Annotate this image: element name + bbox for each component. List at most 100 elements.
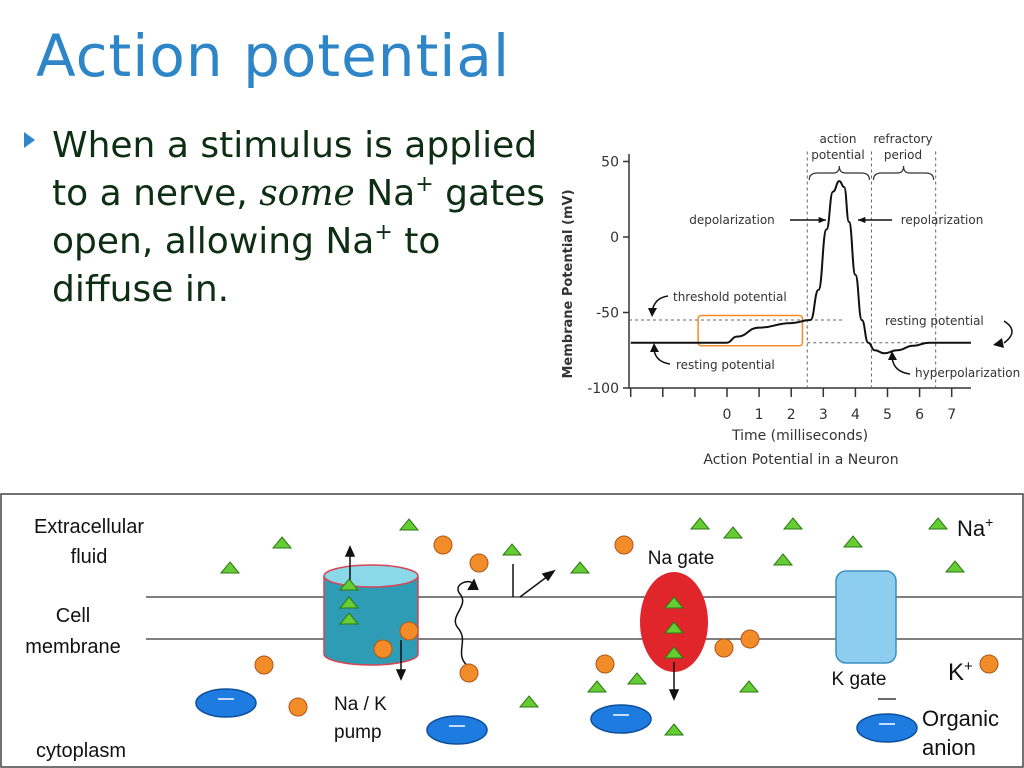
annotation-refractory-2: period	[884, 148, 922, 162]
chart-title: Action Potential in a Neuron	[703, 452, 898, 468]
k-ion-circle	[399, 621, 419, 641]
x-tick-label: 5	[883, 407, 892, 423]
k-ion-circle	[614, 535, 634, 555]
x-tick-label: 0	[723, 407, 732, 423]
na-ion-triangle	[398, 518, 420, 531]
pump-arrow-up	[344, 545, 356, 586]
pump-arrow-down	[395, 640, 407, 681]
stimulus-arrow	[454, 564, 556, 669]
na-ion-triangle	[689, 517, 711, 530]
hyperpolarization-arrow	[891, 357, 911, 375]
hyperpolarization-arrowhead	[888, 351, 897, 360]
annotation-resting-left: resting potential	[676, 358, 775, 372]
na-ion-triangle	[518, 695, 540, 708]
refractory-brace	[872, 165, 935, 181]
bullet-part2: gates open, allowing Na	[52, 173, 546, 262]
diagram-frame	[0, 493, 1024, 768]
na-gate-arrow-down	[668, 662, 680, 701]
na-ion-triangle	[738, 680, 760, 693]
y-tick-label: 50	[601, 155, 619, 171]
bullet-sup2: +	[374, 220, 393, 245]
na-ion-triangle	[663, 596, 685, 609]
label-pump-2: pump	[334, 722, 382, 743]
annotation-depolarization: depolarization	[689, 213, 775, 227]
k-ion-circle	[979, 654, 999, 674]
label-na-gate: Na gate	[648, 548, 715, 569]
na-ion-triangle	[271, 536, 293, 549]
na-ion-triangle	[944, 560, 966, 573]
membrane-potential-line	[630, 180, 971, 355]
threshold-arrow	[651, 295, 669, 313]
resting-left-arrow	[653, 349, 671, 365]
bullet-marker-icon	[24, 132, 35, 148]
k-ion-circle	[469, 553, 489, 573]
resting-right-arrow	[1003, 320, 1013, 344]
annotation-repolarization: repolarization	[901, 213, 984, 227]
k-ion-circle	[254, 655, 274, 675]
na-ion-triangle	[663, 621, 685, 634]
label-pump-1: Na / K	[334, 694, 387, 715]
na-k-pump	[323, 564, 419, 666]
action-potential-brace	[808, 165, 871, 181]
label-organic-1: Organic	[922, 706, 999, 731]
na-ion-triangle	[663, 646, 685, 659]
x-axis-label: Time (milliseconds)	[731, 428, 868, 444]
bullet-text: When a stimulus is applied to a nerve, s…	[52, 122, 552, 314]
x-tick-label: 1	[755, 407, 764, 423]
k-ion-circle	[433, 535, 453, 555]
x-tick-label: 3	[819, 407, 828, 423]
organic-anion	[195, 688, 257, 718]
annotation-action-potential-2: potential	[811, 148, 864, 162]
k-ion-circle	[288, 697, 308, 717]
bullet-emphasis: some	[259, 173, 355, 214]
organic-anion	[856, 713, 918, 743]
threshold-highlight-box	[697, 314, 804, 347]
na-ion-triangle	[569, 561, 591, 574]
na-ion-triangle	[501, 543, 523, 556]
label-extracellular-1: Extracellular	[34, 516, 144, 538]
na-ion-triangle	[626, 672, 648, 685]
label-k-gate: K gate	[832, 669, 887, 690]
annotation-hyperpolarization: hyperpolarization	[915, 366, 1020, 380]
k-ion-circle	[373, 639, 393, 659]
bullet-na1: Na	[354, 173, 416, 214]
na-ion-triangle	[338, 578, 360, 591]
na-ion-triangle	[338, 596, 360, 609]
na-ion-triangle	[927, 517, 949, 530]
k-ion-circle	[595, 654, 615, 674]
annotation-resting-right: resting potential	[885, 314, 984, 328]
x-tick-label: 6	[915, 407, 924, 423]
y-tick-label: 0	[610, 230, 619, 246]
na-ion-triangle	[663, 723, 685, 736]
y-axis-label: Membrane Potential (mV)	[561, 189, 576, 378]
na-gate	[640, 572, 708, 672]
annotation-action-potential-1: action	[820, 132, 857, 146]
na-ion-triangle	[842, 535, 864, 548]
annotation-refractory-1: refractory	[873, 132, 932, 146]
x-tick-label: 2	[787, 407, 796, 423]
bullet-part3: to diffuse in.	[52, 221, 441, 310]
legend-na-label: Na+	[957, 514, 993, 541]
organic-anion	[590, 704, 652, 734]
legend-k-label: K+	[948, 658, 973, 686]
k-gate	[835, 570, 897, 664]
na-ion-triangle	[338, 612, 360, 625]
label-organic-2: anion	[922, 735, 976, 760]
label-extracellular-2: fluid	[71, 546, 108, 568]
y-tick-label: -100	[587, 381, 619, 397]
k-ion-circle	[714, 638, 734, 658]
na-ion-triangle	[586, 680, 608, 693]
depolarization-arrow	[790, 216, 826, 224]
x-tick-label: 7	[947, 407, 956, 423]
k-ion-circle	[740, 629, 760, 649]
na-ion-triangle	[772, 553, 794, 566]
bullet-part1: When a stimulus is applied to a nerve,	[52, 125, 538, 214]
resting-left-arrowhead	[650, 343, 659, 352]
resting-right-arrowhead	[993, 338, 1004, 348]
na-ion-triangle	[722, 526, 744, 539]
bullet-sup1: +	[415, 172, 434, 197]
label-cell-1: Cell	[56, 605, 90, 627]
na-ion-triangle	[219, 561, 241, 574]
slide-title: Action potential	[36, 22, 511, 90]
